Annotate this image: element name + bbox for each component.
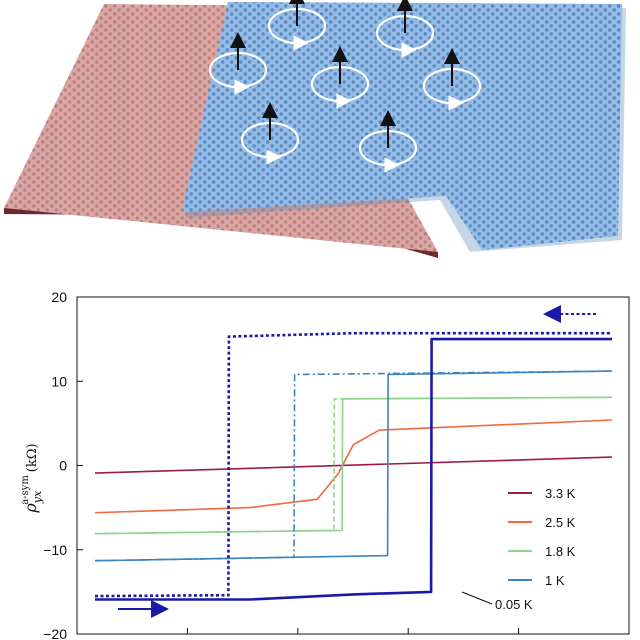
top-sheet	[182, 2, 622, 250]
y-tick-label: 20	[51, 289, 67, 305]
y-tick-label: −10	[43, 542, 67, 558]
series-line-dashdot	[94, 370, 613, 562]
legend: 3.3 K 2.5 K 1.8 K 1 K	[508, 486, 576, 588]
moire-illustration	[4, 0, 626, 258]
series-3-3-K	[94, 456, 613, 474]
legend-label: 2.5 K	[545, 515, 576, 530]
y-tick-label: 10	[51, 373, 67, 389]
y-tick-label: 0	[59, 458, 67, 474]
series-0-05-K	[94, 331, 612, 601]
vortex	[375, 0, 435, 58]
series-2-5-K	[94, 419, 613, 514]
series-line-dotted	[94, 331, 612, 598]
y-tick-label: −20	[43, 626, 67, 640]
ylabel-unit: (kΩ)	[25, 443, 40, 472]
y-axis-label: ρyxa-sym (kΩ)	[20, 443, 44, 513]
sweep-arrows	[118, 305, 596, 618]
vortex	[240, 102, 300, 165]
series-line-dashed	[94, 396, 613, 535]
series-group	[94, 331, 613, 601]
series-1-8-K	[94, 396, 613, 535]
legend-label: 1.8 K	[545, 544, 576, 559]
series-1-K	[94, 370, 613, 562]
series-line-solid	[94, 456, 613, 474]
vortex-group	[208, 0, 482, 173]
ylabel-rho: ρ	[21, 503, 40, 514]
vortex	[208, 32, 268, 95]
vortex	[310, 46, 370, 109]
series-line-solid	[95, 337, 612, 601]
series-line-solid	[94, 419, 613, 514]
annotation-label: 0.05 K	[495, 597, 533, 612]
legend-label: 1 K	[545, 573, 565, 588]
vortex	[267, 0, 327, 51]
y-axis: 20 10 0 −10 −20	[43, 289, 83, 640]
x-axis	[186, 628, 520, 634]
legend-label: 3.3 K	[545, 486, 576, 501]
chart-area: 20 10 0 −10 −20 ρyxa-sym (kΩ) 3.3 K 2.5 K 1.8 K…	[20, 289, 630, 640]
annotation-leader	[461, 591, 493, 605]
vortex	[358, 110, 418, 173]
vortex	[422, 48, 482, 111]
ylabel-sub: yx	[31, 490, 44, 504]
ylabel-sup: a-sym	[20, 475, 31, 505]
